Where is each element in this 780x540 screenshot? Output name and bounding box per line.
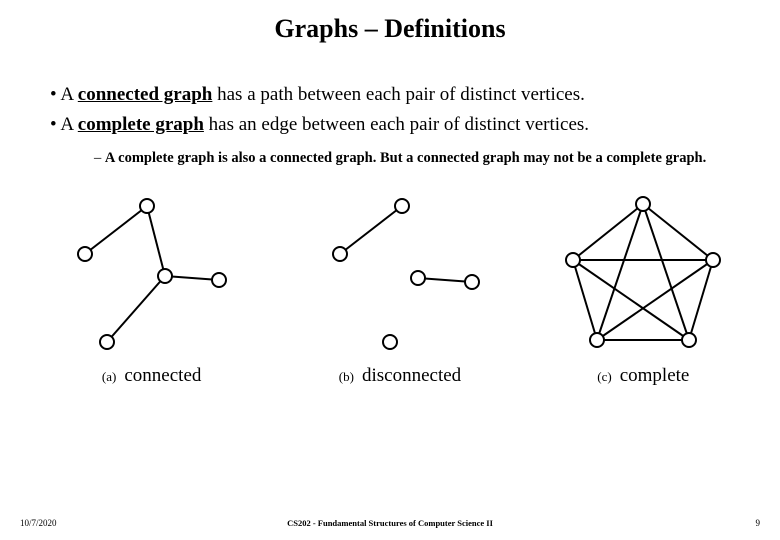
diagram-label: (a) <box>102 369 116 385</box>
diagram-row: (a) connected (b) disconnected (c) compl… <box>0 168 780 387</box>
bullet-term: connected graph <box>78 84 213 105</box>
graph-disconnected <box>300 182 500 357</box>
bullet-connected: A connected graph has a path between eac… <box>50 82 752 108</box>
caption-c: (c) complete <box>597 365 689 387</box>
page-title: Graphs – Definitions <box>0 14 780 44</box>
graph-complete <box>543 182 743 357</box>
bullet-text: has an edge between each pair of distinc… <box>204 114 589 135</box>
diagram-label: (c) <box>597 369 611 385</box>
diagram-c: (c) complete <box>543 182 743 387</box>
footer: 10/7/2020 CS202 - Fundamental Structures… <box>0 518 780 528</box>
sub-bullet: A complete graph is also a connected gra… <box>50 141 752 168</box>
diagram-caption: complete <box>620 365 690 387</box>
footer-course: CS202 - Fundamental Structures of Comput… <box>287 518 493 528</box>
footer-date: 10/7/2020 <box>20 518 57 528</box>
diagram-a: (a) connected <box>47 182 257 387</box>
bullet-list: A connected graph has a path between eac… <box>0 82 780 168</box>
bullet-text: has a path between each pair of distinct… <box>212 84 584 105</box>
slide: Graphs – Definitions A connected graph h… <box>0 0 780 540</box>
caption-a: (a) connected <box>102 365 201 387</box>
diagram-caption: disconnected <box>362 365 461 387</box>
footer-page: 9 <box>756 518 761 528</box>
graph-connected <box>47 182 257 357</box>
caption-b: (b) disconnected <box>339 365 461 387</box>
diagram-caption: connected <box>124 365 201 387</box>
bullet-text: A <box>60 84 77 105</box>
diagram-label: (b) <box>339 369 354 385</box>
bullet-complete: A complete graph has an edge between eac… <box>50 112 752 138</box>
diagram-b: (b) disconnected <box>300 182 500 387</box>
bullet-term: complete graph <box>78 114 204 135</box>
bullet-text: A <box>60 114 77 135</box>
